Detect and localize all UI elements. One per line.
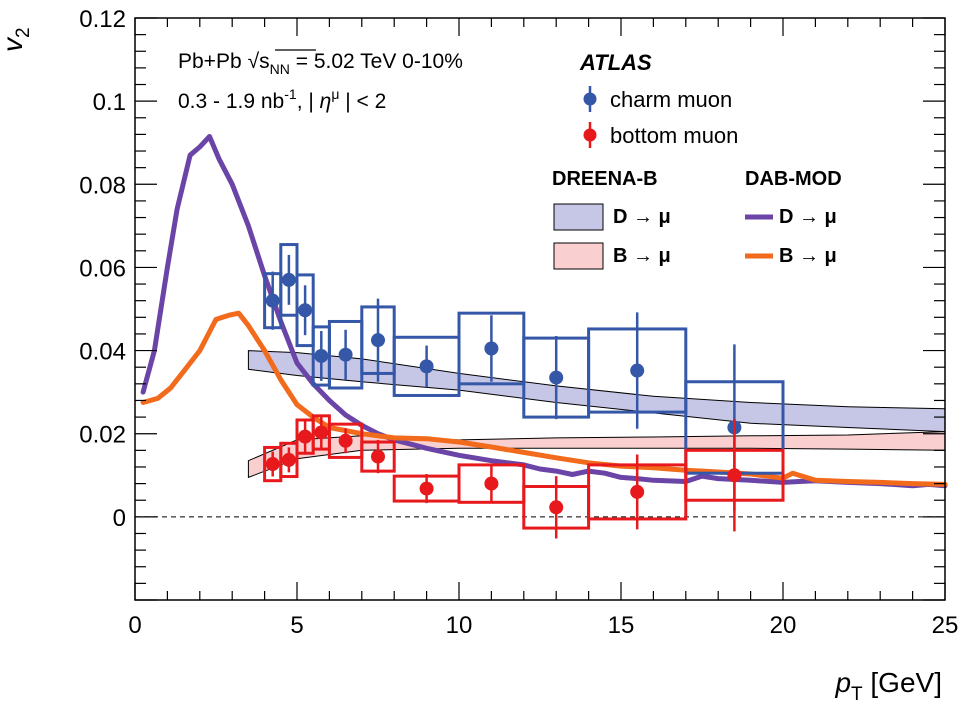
bottom-marker xyxy=(371,449,385,464)
bottom-marker xyxy=(314,425,329,440)
x-axis-title: pT [GeV] xyxy=(834,667,942,705)
charm-marker xyxy=(419,359,434,374)
bottom-point-5 xyxy=(360,439,396,474)
bottom-marker xyxy=(727,468,742,483)
data-series xyxy=(263,243,785,539)
charm-marker xyxy=(371,333,385,348)
legend-dabmod-heading: DAB-MOD xyxy=(745,168,842,190)
y-tick-label: 0.12 xyxy=(79,6,126,33)
charm-marker xyxy=(630,363,645,378)
theory-curves xyxy=(140,134,948,489)
y-tick-label: 0.1 xyxy=(93,89,126,116)
bottom-marker xyxy=(630,484,645,499)
x-tick-label: 5 xyxy=(290,612,303,639)
charm-point-9 xyxy=(587,312,688,429)
legend-dreena-b-swatch xyxy=(553,242,604,270)
charm-point-1 xyxy=(279,243,299,317)
charm-point-7 xyxy=(457,311,526,386)
bottom-marker xyxy=(484,476,499,491)
y-tick-label: 0.02 xyxy=(79,422,126,449)
legend-dabmod-d-label: D → μ xyxy=(779,206,837,228)
bottom-sys-box xyxy=(279,441,299,479)
y-tick-label: 0.06 xyxy=(79,255,126,282)
charm-marker xyxy=(281,272,296,287)
legend-dreena-heading: DREENA-B xyxy=(552,168,658,190)
bottom-marker xyxy=(265,457,280,472)
bottom-point-9 xyxy=(587,454,688,530)
y-tick-label: 0.04 xyxy=(79,339,126,366)
curve-dabmod-b xyxy=(140,310,948,487)
plot-frame xyxy=(134,17,946,601)
charm-marker xyxy=(338,347,353,362)
x-tick-label: 10 xyxy=(446,612,473,639)
curve-dabmod-d xyxy=(140,134,948,489)
charm-marker xyxy=(484,341,499,356)
annotation-collision-system: Pb+Pb √sNN = 5.02 TeV 0-10% xyxy=(178,50,463,77)
bottom-point-7 xyxy=(457,463,526,504)
bottom-point-10 xyxy=(684,419,785,532)
bottom-point-8 xyxy=(522,476,591,539)
legend-charm-label: charm muon xyxy=(610,87,732,112)
charm-point-6 xyxy=(392,335,461,397)
charm-marker xyxy=(314,348,329,363)
legend-bottom-label: bottom muon xyxy=(610,123,738,148)
charm-marker xyxy=(549,370,564,385)
charm-marker xyxy=(298,303,313,318)
legend-dreena-d-swatch xyxy=(553,203,604,231)
bottom-marker xyxy=(281,452,296,467)
axis-ticks: 0 5 10 15 20 25 0 0.02 0.04 0.06 0.08 0.1 0.12 xyxy=(79,6,958,639)
x-tick-label: 0 xyxy=(128,612,141,639)
x-tick-label: 25 xyxy=(932,612,959,639)
legend-dreena-d-label: D → μ xyxy=(613,206,671,228)
bottom-marker xyxy=(298,429,313,444)
charm-point-2 xyxy=(295,273,315,348)
legend-bottom-marker xyxy=(583,122,597,148)
y-tick-label: 0.08 xyxy=(79,172,126,199)
bottom-marker xyxy=(549,500,564,515)
y-tick-label: 0 xyxy=(113,505,126,532)
bottom-marker xyxy=(419,481,434,496)
bottom-point-6 xyxy=(392,474,461,504)
y-axis-title: v2 xyxy=(0,27,34,52)
legend-dabmod-b-label: B → μ xyxy=(779,245,837,267)
charm-sys-box xyxy=(295,273,315,348)
x-tick-label: 15 xyxy=(608,612,635,639)
charm-marker xyxy=(265,293,280,308)
legend-dreena-b-label: B → μ xyxy=(613,245,671,267)
bottom-marker xyxy=(338,433,353,448)
x-tick-label: 20 xyxy=(770,612,797,639)
annotation-luminosity: 0.3 - 1.9 nb-1, | ημ | < 2 xyxy=(178,86,386,113)
legend-charm-marker xyxy=(583,86,597,112)
atlas-label: ATLAS xyxy=(579,50,652,75)
legend: ATLAS charm muon bottom muon DREENA-B DA… xyxy=(552,50,842,270)
charm-point-8 xyxy=(522,336,591,420)
bottom-point-1 xyxy=(279,441,299,479)
